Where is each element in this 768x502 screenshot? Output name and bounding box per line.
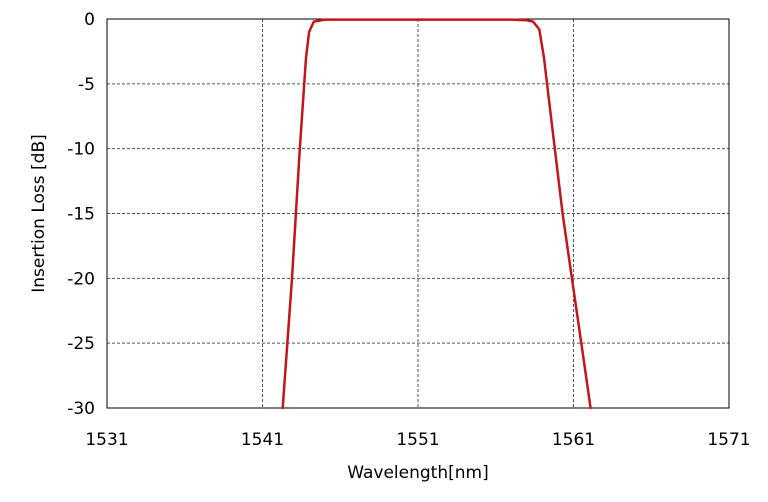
y-tick-label: 0 [84, 10, 95, 30]
y-tick-labels: 0 -5 -10 -15 -20 -25 -30 [67, 10, 95, 419]
y-axis-label: Insertion Loss [dB] [29, 134, 49, 292]
y-tick-label: -25 [67, 334, 95, 354]
series-line [281, 18, 592, 410]
x-tick-label: 1531 [85, 430, 128, 450]
x-tick-label: 1551 [396, 430, 439, 450]
x-tick-label: 1561 [552, 430, 595, 450]
x-tick-label: 1571 [707, 430, 750, 450]
y-tick-label: -15 [67, 205, 95, 225]
series-layer [281, 18, 592, 410]
grid-layer [107, 19, 729, 408]
y-tick-label: -20 [67, 269, 95, 289]
y-tick-label: -10 [67, 140, 95, 160]
y-tick-label: -5 [78, 75, 95, 95]
x-tick-label: 1541 [241, 430, 284, 450]
x-axis-label: Wavelength[nm] [347, 463, 488, 483]
y-tick-label: -30 [67, 399, 95, 419]
x-tick-labels: 1531 1541 1551 1561 1571 [85, 430, 750, 450]
